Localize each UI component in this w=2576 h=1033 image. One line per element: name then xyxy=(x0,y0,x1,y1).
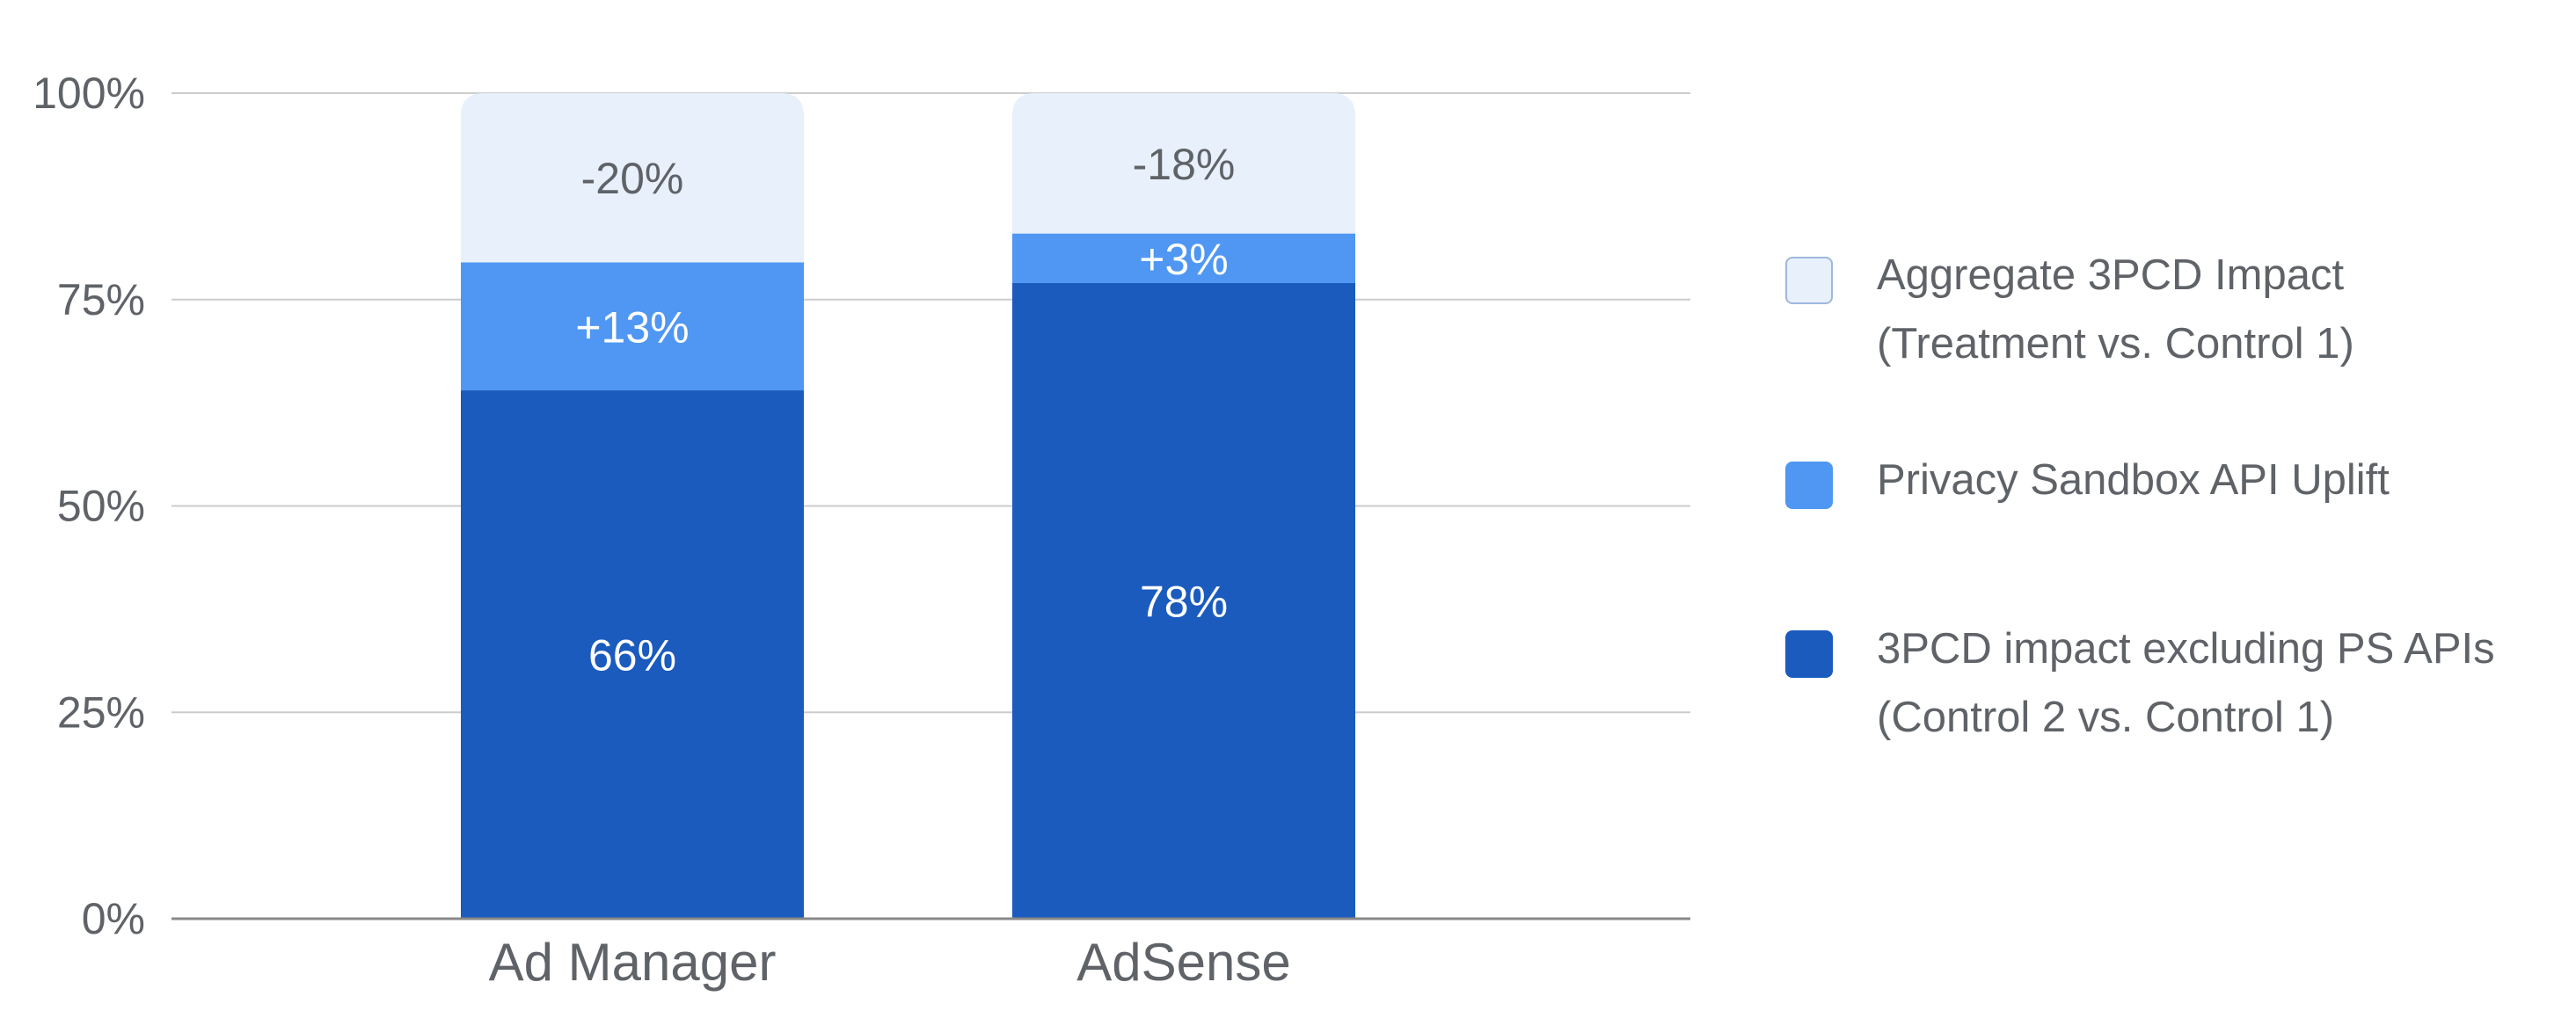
y-tick-label: 75% xyxy=(57,275,145,324)
labels: 0% 25% 50% 75% 100% 66% +13% -20% Ad Manager 78% +… xyxy=(33,69,1291,992)
bar-segment[interactable] xyxy=(461,262,804,391)
legend-item-uplift[interactable]: Privacy Sandbox API Uplift xyxy=(1785,456,2390,514)
bar-data-label: +13% xyxy=(575,302,689,352)
y-tick-label: 0% xyxy=(82,894,145,943)
legend-item-excluding[interactable]: 3PCD impact excluding PS APIs (Control 2… xyxy=(1785,625,2495,752)
legend: Aggregate 3PCD Impact (Treatment vs. Con… xyxy=(1785,0,2559,1033)
stacked-bar-chart: 0% 25% 50% 75% 100% 66% +13% -20% Ad Manager 78% +… xyxy=(33,69,1690,992)
bar-segment[interactable] xyxy=(461,390,804,919)
bar-data-label: +3% xyxy=(1139,235,1228,284)
legend-label-uplift: Privacy Sandbox API Uplift xyxy=(1877,456,2390,504)
x-category-label: Ad Manager xyxy=(489,933,777,992)
bars xyxy=(461,93,1355,920)
legend-swatch-excluding xyxy=(1785,630,1833,678)
legend-swatch-uplift xyxy=(1785,462,1833,509)
bar-segment[interactable] xyxy=(1012,93,1355,234)
bar-segment[interactable] xyxy=(1012,282,1355,920)
bar-segment[interactable] xyxy=(461,93,804,263)
bar-data-label: 66% xyxy=(588,631,676,680)
x-category-label: AdSense xyxy=(1076,933,1291,992)
bar-data-label: -20% xyxy=(581,154,684,203)
legend-label-excluding: 3PCD impact excluding PS APIs (Control 2… xyxy=(1877,625,2495,741)
bar-data-label: 78% xyxy=(1140,577,1228,626)
gridlines xyxy=(171,92,1690,714)
bar-data-label: -18% xyxy=(1133,140,1236,189)
legend-swatch-aggregate xyxy=(1785,257,1833,304)
y-tick-label: 100% xyxy=(33,69,145,118)
y-tick-label: 25% xyxy=(57,687,145,737)
bar-segment[interactable] xyxy=(1012,233,1355,283)
legend-label-aggregate: Aggregate 3PCD Impact (Treatment vs. Con… xyxy=(1877,251,2354,367)
legend-item-aggregate[interactable]: Aggregate 3PCD Impact (Treatment vs. Con… xyxy=(1785,251,2354,378)
y-tick-label: 50% xyxy=(57,482,145,531)
